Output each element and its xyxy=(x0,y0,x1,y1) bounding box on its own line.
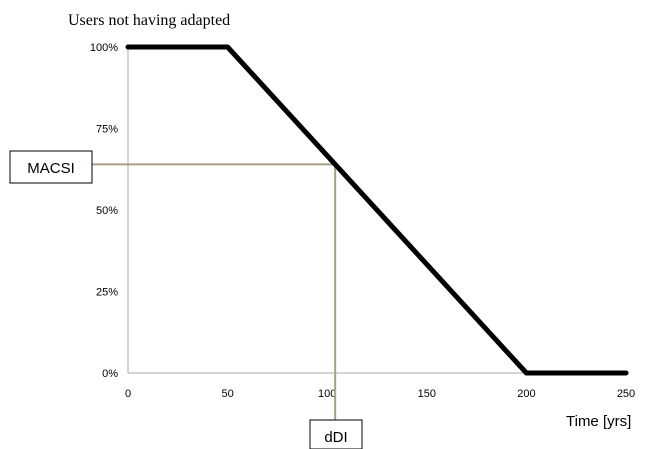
ddi-label: dDI xyxy=(324,429,347,446)
y-tick-label: 0% xyxy=(102,368,118,380)
y-tick-label: 25% xyxy=(96,287,118,299)
series-group xyxy=(125,44,629,376)
annotation-boxes: MACSI dDI xyxy=(9,150,363,449)
x-tick-label: 150 xyxy=(418,388,436,400)
y-tick-label: 50% xyxy=(96,205,118,217)
x-tick-label: 250 xyxy=(617,388,635,400)
x-tick-label: 0 xyxy=(125,388,131,400)
x-tick-label: 50 xyxy=(221,388,233,400)
x-tick-label: 100 xyxy=(318,388,336,400)
macsi-label: MACSI xyxy=(27,160,75,177)
x-axis-label: Time [yrs] xyxy=(566,413,631,430)
annotation-guides xyxy=(92,163,337,420)
x-tick-label: 200 xyxy=(517,388,535,400)
y-tick-label: 75% xyxy=(96,124,118,136)
y-tick-label: 100% xyxy=(90,42,118,54)
series-line xyxy=(125,44,629,376)
macsi-box xyxy=(9,150,93,184)
ddi-box xyxy=(309,419,363,449)
tick-labels: 0% 25% 50% 75% 100% 0 50 100 150 200 250 xyxy=(90,42,635,400)
chart-title: Users not having adapted xyxy=(68,12,230,29)
